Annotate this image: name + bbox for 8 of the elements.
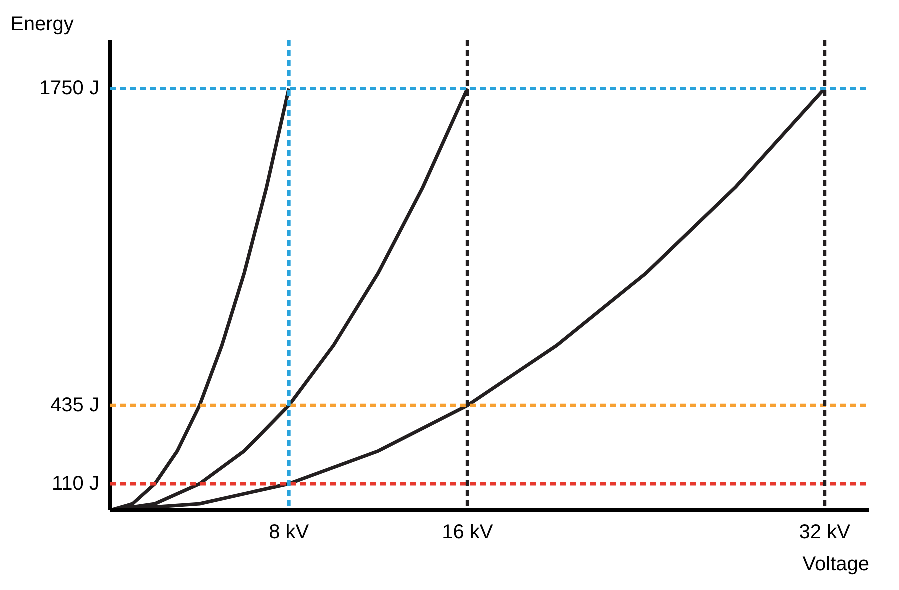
x-axis-title: Voltage [802, 554, 870, 576]
y-tick-label: 435 J [50, 394, 100, 417]
x-tick-label: 8 kV [269, 522, 310, 544]
y-tick-label: 1750 J [39, 78, 100, 100]
x-tick-label: 32 kV [799, 522, 852, 544]
x-tick-label: 16 kV [442, 522, 494, 544]
y-axis-title: Energy [10, 14, 74, 36]
y-tick-label: 110 J [52, 472, 100, 495]
